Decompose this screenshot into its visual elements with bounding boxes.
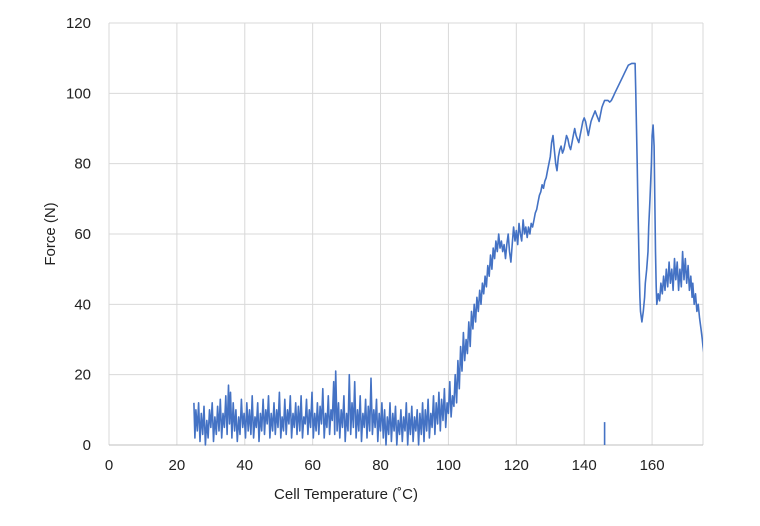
x-tick-label: 0 — [105, 457, 113, 474]
x-tick-label: 140 — [572, 457, 597, 474]
y-tick-label: 0 — [83, 437, 91, 454]
x-axis-title: Cell Temperature (˚C) — [274, 486, 418, 503]
x-tick-label: 60 — [304, 457, 321, 474]
x-tick-label: 80 — [372, 457, 389, 474]
y-tick-label: 20 — [74, 367, 91, 384]
x-axis-tick-labels: 0 20 40 60 80 100 120 140 160 — [105, 457, 665, 474]
x-tick-label: 20 — [169, 457, 186, 474]
y-tick-label: 40 — [74, 296, 91, 313]
gridlines — [108, 22, 704, 446]
series-line — [193, 62, 703, 446]
data-series — [193, 62, 703, 446]
y-tick-label: 80 — [74, 156, 91, 173]
y-axis-title: Force (N) — [42, 202, 59, 265]
y-tick-label: 120 — [66, 15, 91, 32]
x-tick-label: 100 — [436, 457, 461, 474]
x-tick-label: 160 — [640, 457, 665, 474]
y-axis-tick-labels: 0 20 40 60 80 100 120 — [66, 15, 91, 454]
x-tick-label: 120 — [504, 457, 529, 474]
x-tick-label: 40 — [236, 457, 253, 474]
y-tick-label: 60 — [74, 226, 91, 243]
y-tick-label: 100 — [66, 85, 91, 102]
